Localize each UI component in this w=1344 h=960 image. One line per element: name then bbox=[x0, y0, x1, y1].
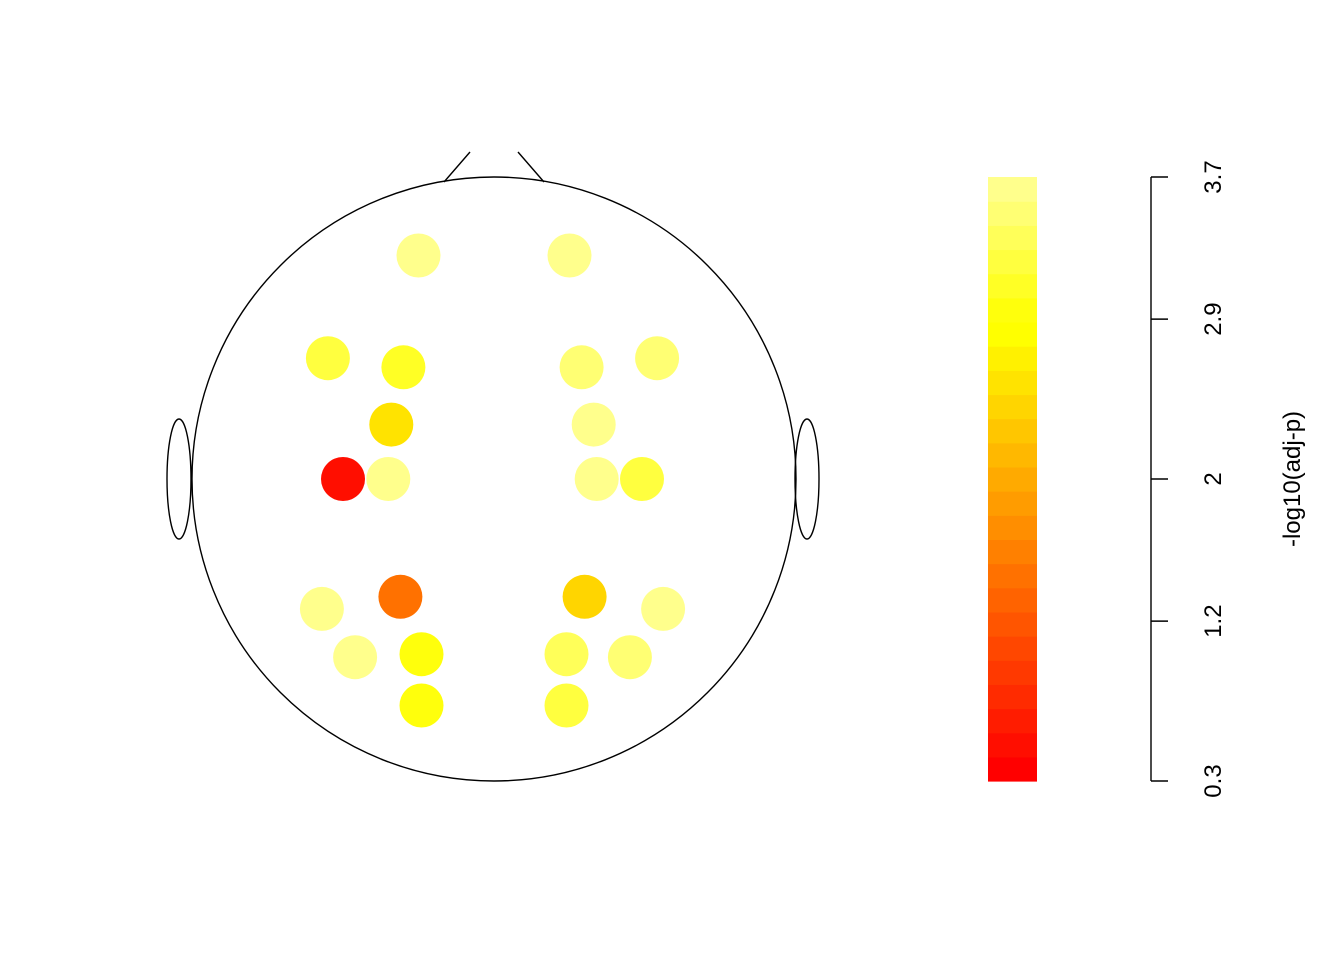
colorbar-segment bbox=[988, 515, 1037, 540]
colorbar-segment bbox=[988, 225, 1037, 251]
electrode-point bbox=[607, 635, 652, 680]
colorbar bbox=[988, 177, 1037, 782]
head-outline bbox=[166, 151, 820, 782]
colorbar-segment bbox=[988, 370, 1037, 396]
electrode-point bbox=[369, 402, 414, 447]
electrode-point bbox=[641, 586, 686, 631]
colorbar-segment bbox=[988, 563, 1037, 589]
colorbar-segment bbox=[988, 321, 1037, 347]
colorbar-segment bbox=[988, 611, 1037, 637]
colorbar-segment bbox=[988, 491, 1037, 516]
colorbar-tick-label: 2 bbox=[1200, 472, 1227, 485]
electrode-point bbox=[305, 336, 350, 381]
colorbar-segment bbox=[988, 539, 1037, 565]
left-ear bbox=[166, 418, 192, 540]
colorbar-segment bbox=[988, 346, 1037, 371]
colorbar-segment bbox=[988, 587, 1037, 613]
electrode-points bbox=[299, 233, 686, 728]
electrode-point bbox=[399, 632, 444, 677]
colorbar-tick-label: 1.2 bbox=[1200, 604, 1227, 637]
electrode-point bbox=[544, 632, 589, 677]
electrode-point bbox=[299, 586, 344, 631]
electrode-point bbox=[620, 457, 664, 501]
electrode-point bbox=[399, 683, 444, 728]
colorbar-segment bbox=[988, 177, 1037, 202]
colorbar-tick-label: 3.7 bbox=[1200, 160, 1227, 193]
electrode-point bbox=[547, 233, 592, 278]
colorbar-segment bbox=[988, 249, 1037, 275]
electrode-point bbox=[381, 345, 426, 390]
colorbar-segment bbox=[988, 297, 1037, 323]
head-circle bbox=[191, 176, 797, 782]
electrode-point bbox=[562, 574, 607, 619]
electrode-point bbox=[544, 683, 589, 728]
colorbar-segment bbox=[988, 394, 1037, 420]
electrode-point bbox=[571, 402, 616, 447]
electrode-point bbox=[574, 457, 619, 501]
right-ear bbox=[794, 418, 820, 540]
colorbar-segment bbox=[988, 660, 1037, 685]
electrode-point bbox=[396, 233, 441, 278]
electrode-point bbox=[333, 635, 378, 680]
electrode-point bbox=[378, 574, 423, 619]
electrode-point bbox=[321, 457, 365, 501]
colorbar-segment bbox=[988, 756, 1037, 782]
colorbar-segment bbox=[988, 466, 1037, 492]
colorbar-tick-label: 0.3 bbox=[1200, 764, 1227, 797]
colorbar-label: -log10(adj-p) bbox=[1279, 411, 1306, 547]
colorbar-segment bbox=[988, 684, 1037, 710]
colorbar-segment bbox=[988, 708, 1037, 734]
electrode-point bbox=[559, 345, 604, 390]
colorbar-segment bbox=[988, 201, 1037, 226]
colorbar-segment bbox=[988, 732, 1037, 758]
nose bbox=[443, 151, 545, 183]
colorbar-segment bbox=[988, 442, 1037, 468]
colorbar-segment bbox=[988, 418, 1037, 444]
electrode-point bbox=[366, 457, 411, 501]
colorbar-tick-label: 2.9 bbox=[1200, 302, 1227, 335]
colorbar-segment bbox=[988, 273, 1037, 299]
colorbar-segment bbox=[988, 636, 1037, 661]
colorbar-axis: 0.3 1.2 2 2.9 3.7 bbox=[1150, 160, 1227, 798]
electrode-point bbox=[635, 336, 680, 381]
